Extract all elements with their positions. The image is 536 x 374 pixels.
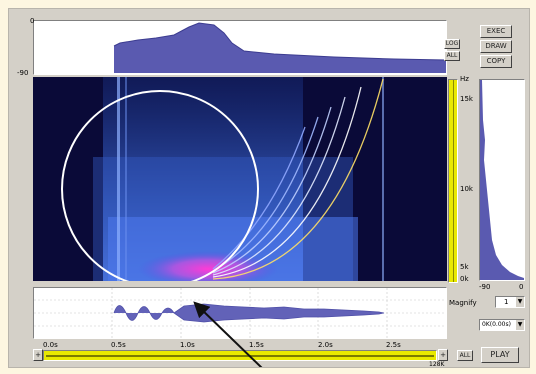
top-waveform-view (33, 20, 447, 75)
offset-select[interactable]: 0K(0.00s) ▼ (479, 319, 525, 331)
magnify-down-arrow-icon[interactable]: ▼ (516, 297, 524, 307)
level-meter (448, 79, 458, 283)
magnify-value: 1 (504, 298, 509, 306)
time-tick-0: 0.0s (43, 341, 58, 349)
bottom-waveform-view (33, 287, 447, 339)
all-button-top[interactable]: ALL (444, 51, 460, 61)
magnify-spinner[interactable]: 1 ▼ (495, 296, 525, 308)
side-spectrum-max-label: 0 (519, 283, 524, 291)
play-button[interactable]: PLAY (481, 347, 519, 363)
spectrogram-view (33, 77, 447, 281)
time-tick-1: 0.5s (111, 341, 126, 349)
time-tick-5: 2.5s (386, 341, 401, 349)
bottom-waveform-plot (34, 288, 446, 338)
freq-label-0k: 0k (460, 275, 469, 283)
freq-label-5k: 5k (460, 263, 469, 271)
time-tick-3: 1.5s (249, 341, 264, 349)
all-button[interactable]: ALL (457, 350, 473, 361)
magnify-label: Magnify (449, 299, 477, 307)
spectrogram-image (61, 77, 384, 281)
position-scrollbar[interactable] (43, 350, 437, 361)
offset-select-value: 0K(0.00s) (482, 321, 511, 328)
hz-label: Hz (460, 75, 469, 83)
draw-button[interactable]: DRAW (480, 40, 512, 53)
time-tick-2: 1.0s (180, 341, 195, 349)
analyzer-window: 0 -90 LOG ALL (8, 8, 530, 368)
side-spectrum-plot (480, 80, 524, 280)
copy-button[interactable]: COPY (480, 55, 512, 68)
offset-select-arrow-icon[interactable]: ▼ (516, 320, 524, 330)
scroll-end-label: 128K (429, 361, 445, 368)
side-spectrum-min-label: -90 (479, 283, 491, 291)
scroll-right-button[interactable]: + (438, 349, 448, 361)
freq-label-10k: 10k (460, 185, 473, 193)
level-meter-track (453, 80, 454, 282)
side-spectrum-view (479, 79, 525, 281)
position-scrollbar-track (46, 355, 434, 357)
time-tick-4: 2.0s (318, 341, 333, 349)
scroll-left-button[interactable]: + (33, 349, 43, 361)
top-max-label: 0 (30, 17, 35, 25)
freq-label-15k: 15k (460, 95, 473, 103)
top-waveform-envelope (34, 22, 446, 73)
top-min-label: -90 (17, 69, 29, 77)
log-button[interactable]: LOG (444, 39, 460, 49)
exec-button[interactable]: EXEC (480, 25, 512, 38)
